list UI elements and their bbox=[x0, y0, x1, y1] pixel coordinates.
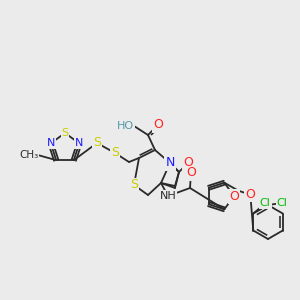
Text: N: N bbox=[46, 138, 55, 148]
Text: O: O bbox=[186, 167, 196, 179]
Text: N: N bbox=[165, 157, 175, 169]
Text: S: S bbox=[130, 178, 138, 191]
Text: N: N bbox=[75, 138, 83, 148]
Text: Cl: Cl bbox=[277, 198, 287, 208]
Text: CH₃: CH₃ bbox=[19, 150, 38, 160]
Text: O: O bbox=[183, 157, 193, 169]
Text: HO: HO bbox=[117, 121, 134, 131]
Text: S: S bbox=[61, 128, 69, 138]
Text: S: S bbox=[111, 146, 119, 160]
Text: S: S bbox=[93, 136, 101, 149]
Text: Cl: Cl bbox=[260, 199, 271, 208]
Text: O: O bbox=[245, 188, 255, 201]
Text: O: O bbox=[153, 118, 163, 131]
Text: NH: NH bbox=[160, 191, 176, 201]
Text: O: O bbox=[229, 190, 239, 202]
